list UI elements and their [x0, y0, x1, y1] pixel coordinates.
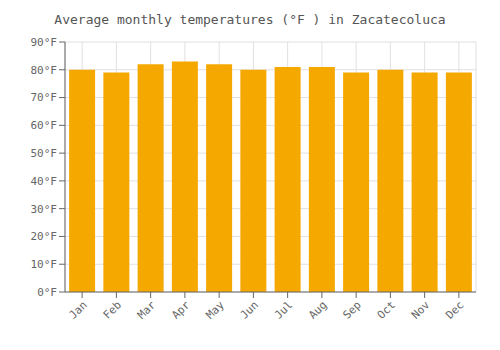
- svg-text:30°F: 30°F: [31, 203, 58, 216]
- svg-text:Jan: Jan: [67, 298, 90, 321]
- svg-text:20°F: 20°F: [31, 230, 58, 243]
- svg-text:80°F: 80°F: [31, 64, 58, 77]
- svg-text:0°F: 0°F: [37, 286, 57, 299]
- svg-text:Aug: Aug: [306, 298, 329, 321]
- svg-text:40°F: 40°F: [31, 175, 58, 188]
- svg-text:May: May: [204, 298, 228, 322]
- svg-text:Jul: Jul: [272, 298, 295, 321]
- html-text:Average monthly temperatures (: Average monthly temperatures (°F ) in Za…: [54, 12, 446, 27]
- svg-text:Jun: Jun: [238, 298, 261, 321]
- svg-text:70°F: 70°F: [31, 91, 58, 104]
- svg-text:Oct: Oct: [375, 298, 398, 321]
- svg-text:60°F: 60°F: [31, 119, 58, 132]
- svg-text:Sep: Sep: [341, 298, 364, 321]
- svg-text:10°F: 10°F: [31, 258, 58, 271]
- svg-text:Apr: Apr: [169, 298, 193, 322]
- svg-text:Dec: Dec: [443, 298, 466, 321]
- svg-text:Feb: Feb: [101, 298, 124, 321]
- svg-text:50°F: 50°F: [31, 147, 58, 160]
- svg-text:90°F: 90°F: [31, 36, 58, 49]
- svg-text:Nov: Nov: [409, 298, 433, 322]
- svg-text:Mar: Mar: [135, 298, 159, 322]
